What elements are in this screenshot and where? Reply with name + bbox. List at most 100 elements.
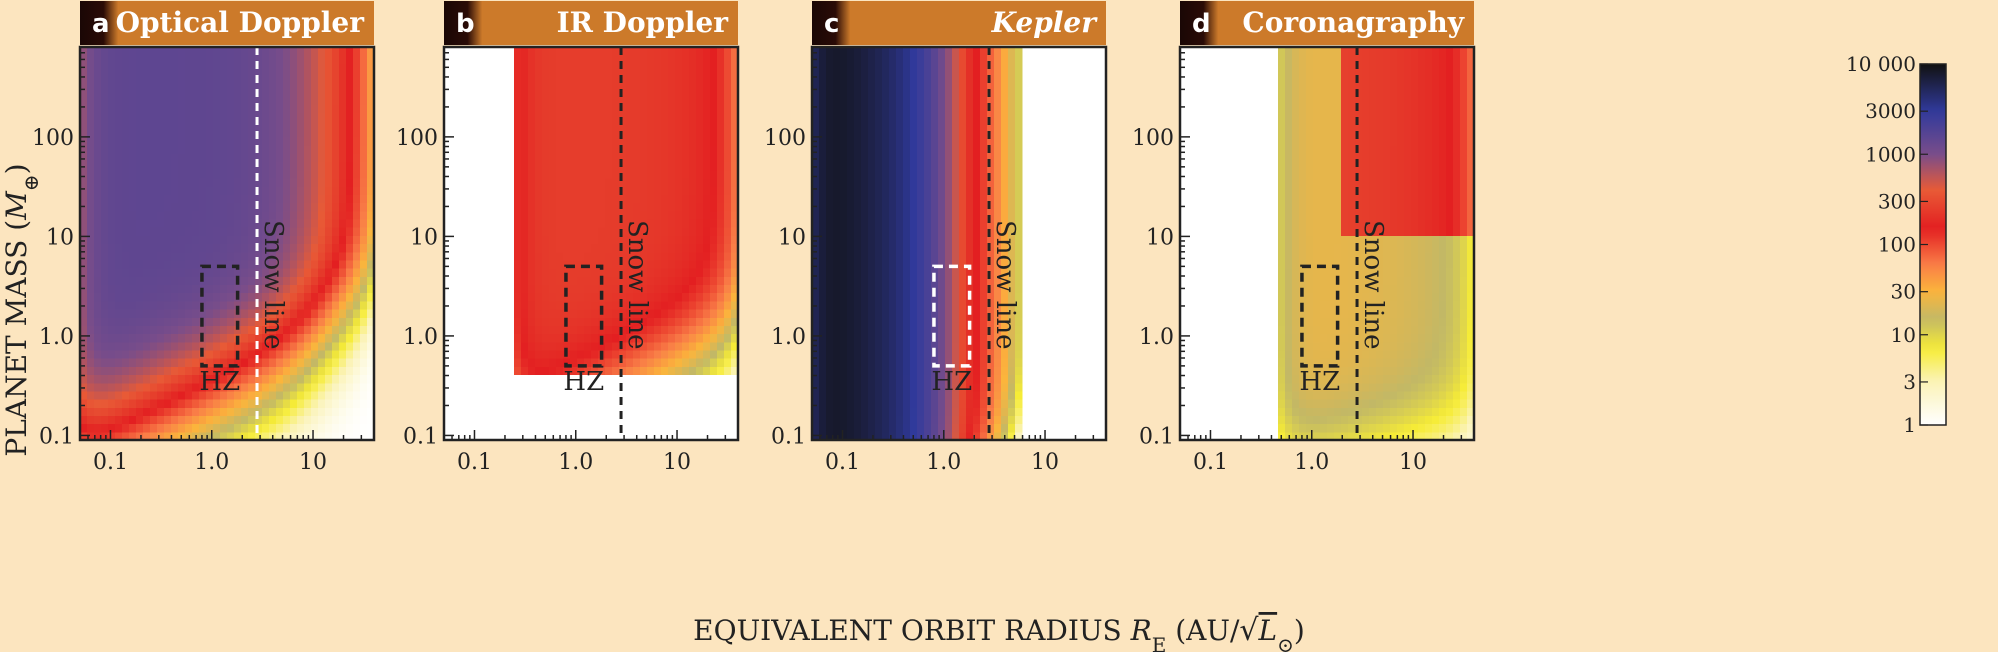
heatmap-cell [150, 243, 158, 253]
heatmap-cell [304, 268, 312, 277]
heatmap-cell [157, 169, 165, 179]
heatmap-cell [108, 309, 116, 318]
heatmap-cell [896, 300, 904, 310]
heatmap-cell [868, 317, 876, 326]
heatmap-cell [640, 333, 648, 343]
heatmap-cell [556, 349, 564, 359]
heatmap-cell [903, 399, 911, 408]
heatmap-cell [290, 96, 298, 105]
heatmap-cell [311, 153, 319, 163]
heatmap-cell [192, 218, 200, 228]
heatmap-cell [938, 349, 946, 359]
heatmap-cell [868, 169, 876, 179]
heatmap-cell [584, 276, 592, 286]
heatmap-cell [973, 79, 981, 89]
heatmap-cell [311, 415, 319, 425]
heatmap-cell [1008, 87, 1016, 97]
heatmap-cell [640, 153, 648, 163]
heatmap-cell [847, 341, 855, 351]
heatmap-cell [938, 276, 946, 286]
heatmap-cell [367, 227, 375, 236]
heatmap-cell [255, 96, 263, 105]
heatmap-cell [577, 120, 585, 130]
heatmap-cell [640, 55, 648, 64]
heatmap-cell [521, 227, 529, 236]
heatmap-cell [535, 112, 543, 122]
heatmap-cell [269, 63, 277, 73]
heatmap-cell [889, 358, 897, 367]
heatmap-cell [868, 96, 876, 105]
heatmap-cell [122, 300, 130, 310]
heatmap-cell [241, 415, 249, 425]
heatmap-cell [570, 210, 578, 220]
heatmap-cell [910, 169, 918, 179]
heatmap-cell [276, 128, 284, 138]
heatmap-cell [959, 251, 967, 261]
panel-title-bar [80, 1, 374, 45]
heatmap-cell [290, 284, 298, 294]
heatmap-cell [833, 96, 841, 105]
heatmap-cell [826, 169, 834, 179]
heatmap-cell [675, 128, 683, 138]
heatmap-cell [910, 202, 918, 212]
heatmap-cell [346, 333, 354, 343]
heatmap-cell [938, 390, 946, 400]
heatmap-cell [108, 161, 116, 171]
heatmap-cell [136, 202, 144, 212]
heatmap-cell [563, 341, 571, 351]
panel-letter: d [1192, 9, 1211, 39]
heatmap-cell [220, 202, 228, 212]
heatmap-cell [269, 415, 277, 425]
heatmap-cell [910, 145, 918, 155]
heatmap-cell [889, 366, 897, 376]
heatmap-cell [227, 218, 235, 228]
heatmap-cell [283, 128, 291, 138]
heatmap-cell [332, 79, 340, 89]
heatmap-cell [987, 292, 995, 302]
panel-title: Optical Doppler [116, 6, 366, 39]
heatmap-cell [108, 382, 116, 392]
heatmap-cell [325, 276, 333, 286]
heatmap-cell [654, 194, 662, 204]
heatmap-cell [185, 79, 193, 89]
heatmap-cell [318, 145, 326, 155]
heatmap-cell [1001, 268, 1009, 277]
heatmap-cell [833, 415, 841, 425]
heatmap-cell [598, 243, 606, 253]
heatmap-cell [910, 243, 918, 253]
heatmap-cell [220, 251, 228, 261]
heatmap-cell [269, 423, 277, 433]
heatmap-cell [591, 186, 599, 195]
heatmap-cell [206, 300, 214, 310]
heatmap-cell [1008, 71, 1016, 81]
heatmap-cell [577, 333, 585, 343]
heatmap-cell [164, 325, 172, 335]
heatmap-cell [819, 71, 827, 81]
heatmap-cell [654, 79, 662, 89]
heatmap-cell [889, 227, 897, 236]
heatmap-cell [542, 218, 550, 228]
heatmap-cell [192, 309, 200, 318]
heatmap-cell [87, 366, 95, 376]
heatmap-cell [1008, 128, 1016, 138]
heatmap-cell [514, 349, 522, 359]
heatmap-cell [528, 218, 536, 228]
heatmap-cell [325, 415, 333, 425]
heatmap-cell [171, 55, 179, 64]
heatmap-cell [367, 309, 375, 318]
heatmap-cell [122, 382, 130, 392]
heatmap-cell [220, 399, 228, 408]
heatmap-cell [924, 71, 932, 81]
heatmap-cell [332, 235, 340, 245]
heatmap-cell [861, 268, 869, 277]
heatmap-cell [255, 210, 263, 220]
y-tick-label: 10 [410, 225, 438, 250]
heatmap-cell [840, 407, 848, 417]
heatmap-cell [703, 63, 711, 73]
heatmap-cell [1015, 218, 1023, 228]
heatmap-cell [143, 431, 151, 441]
heatmap-cell [325, 202, 333, 212]
heatmap-cell [570, 333, 578, 343]
heatmap-cell [605, 358, 613, 367]
heatmap-cell [185, 341, 193, 351]
